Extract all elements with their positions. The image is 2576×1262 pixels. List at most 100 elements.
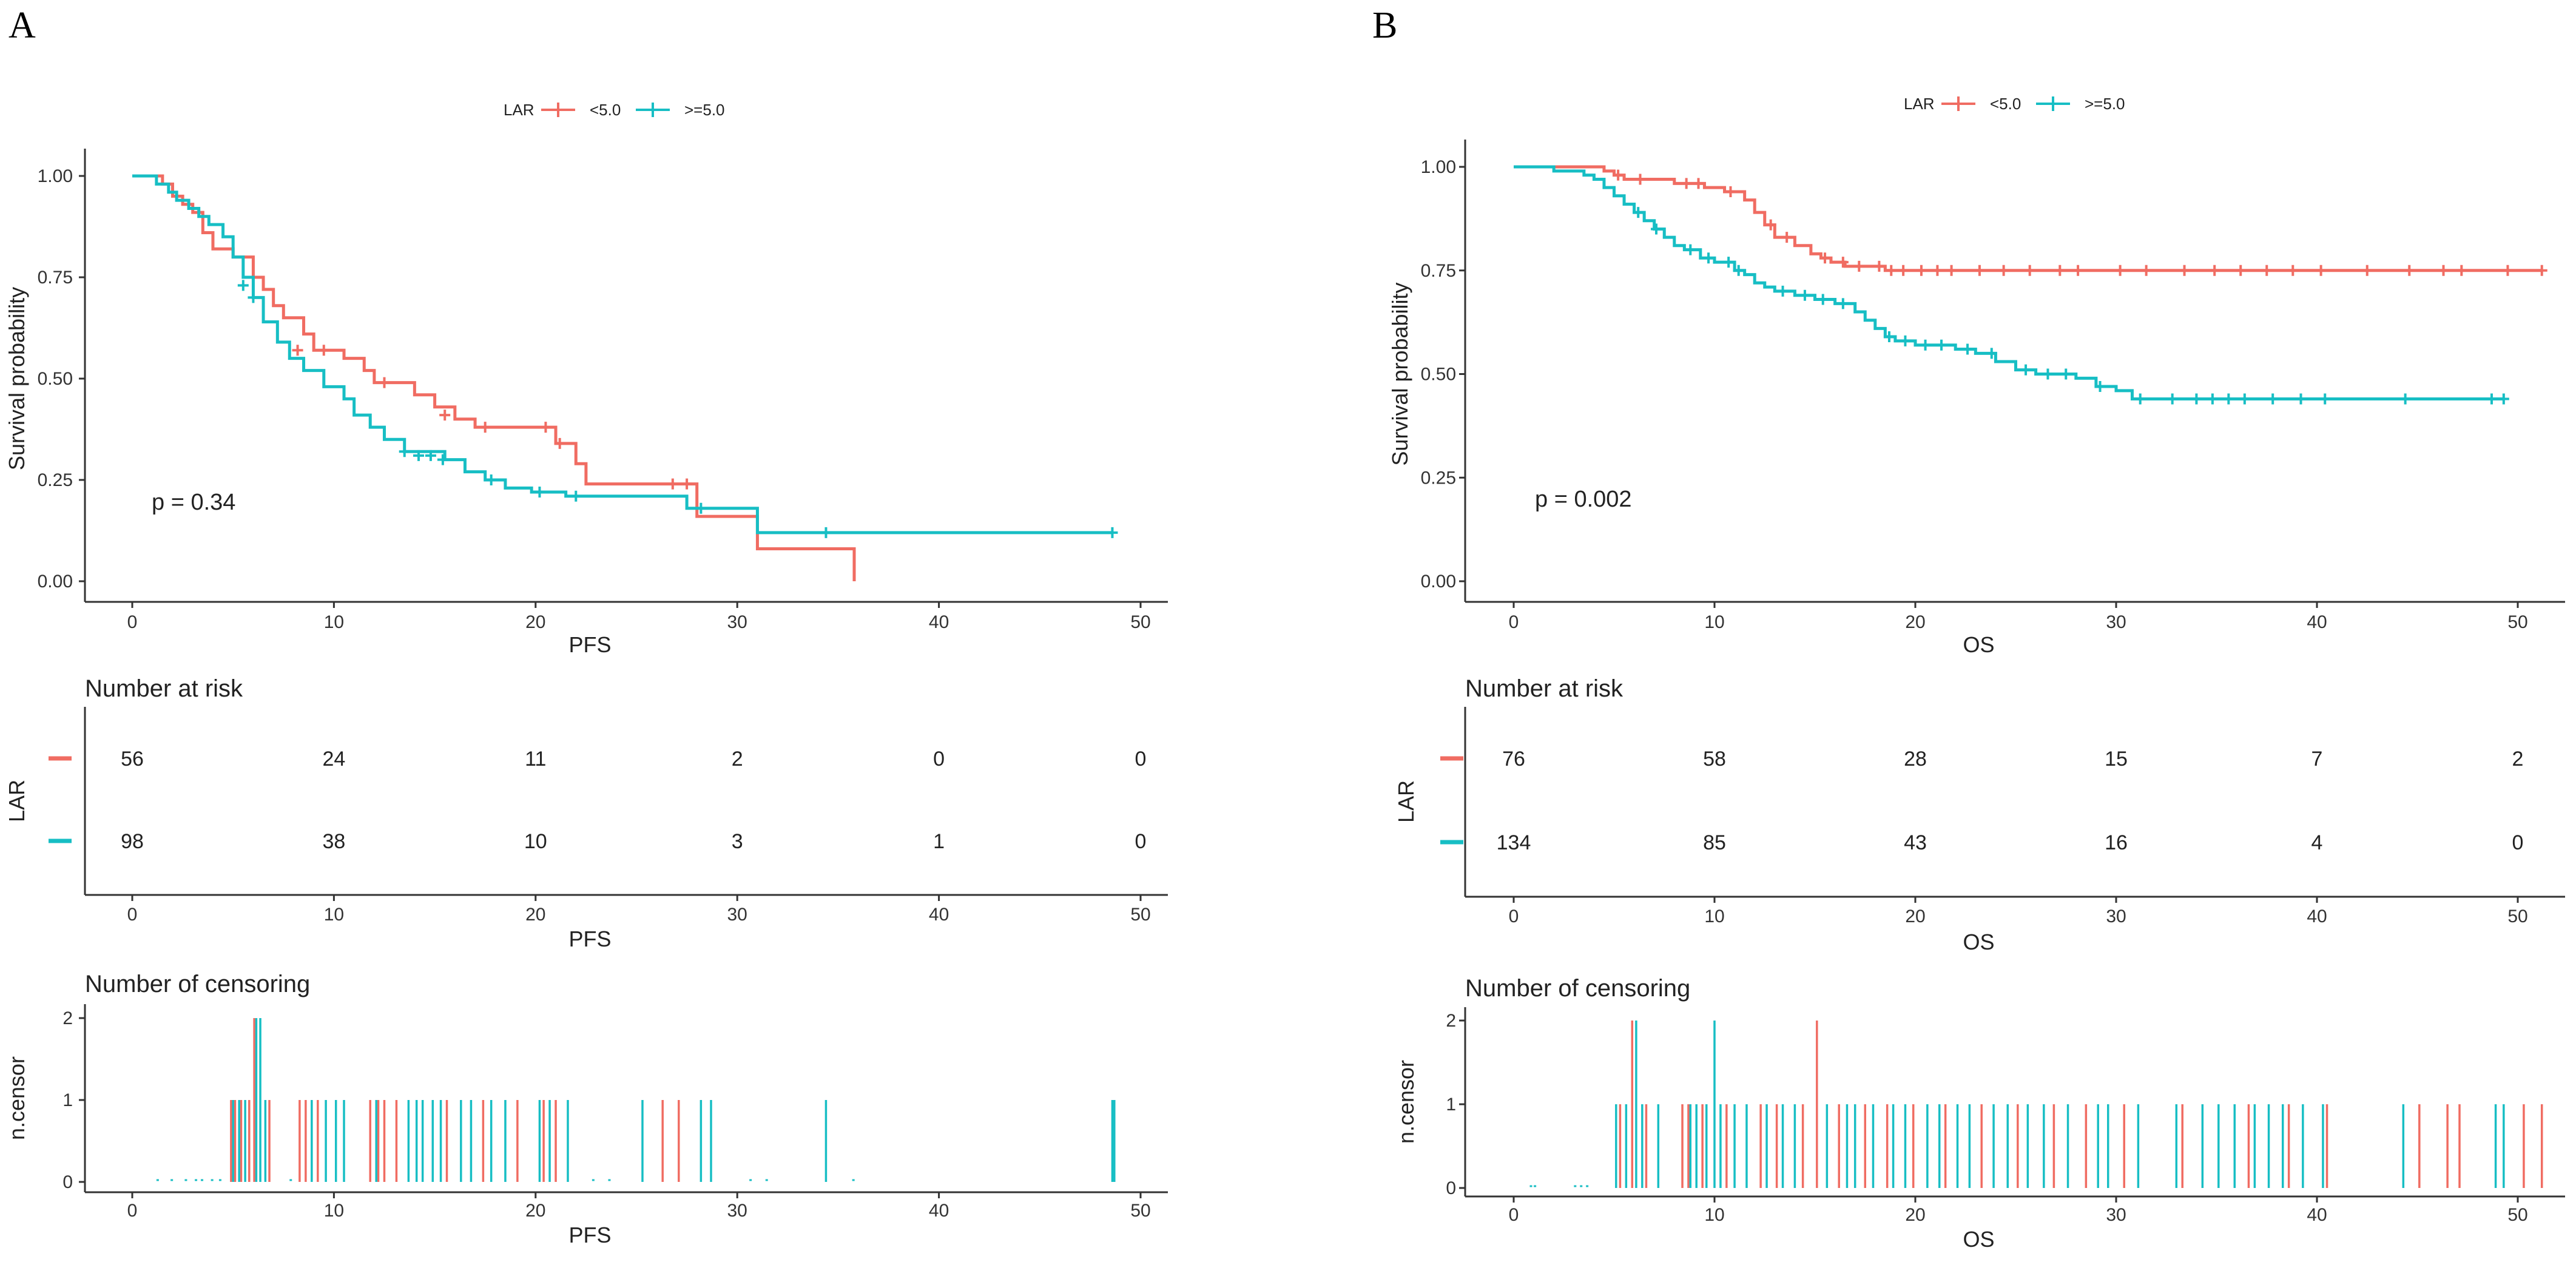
censoring-x-tick-label: 20: [525, 1201, 545, 1221]
legend-label-1: >=5.0: [2085, 95, 2125, 113]
y-tick-label: 0.50: [38, 369, 73, 389]
risk-x-axis-title: OS: [1963, 930, 1994, 954]
censor-mark: [540, 422, 551, 433]
censoring-x-tick-label: 30: [2106, 1205, 2126, 1225]
censor-mark: [2024, 265, 2035, 276]
censoring-y-tick-label: 0: [1446, 1178, 1456, 1198]
censor-mark: [1886, 265, 1897, 276]
risk-count: 0: [933, 747, 945, 771]
risk-x-tick-label: 20: [1905, 906, 1925, 926]
censoring-x-tick-label: 0: [1509, 1205, 1519, 1225]
risk-count: 58: [1703, 747, 1726, 771]
censoring-y-axis-title: n.censor: [4, 1056, 29, 1140]
risk-count: 2: [2512, 747, 2524, 771]
censor-mark: [2399, 393, 2411, 405]
risk-count: 24: [322, 747, 345, 771]
y-axis-title: Survival probability: [4, 287, 29, 470]
survival-curve-low: [132, 174, 856, 581]
panel-letter: A: [8, 5, 36, 46]
censor-mark: [1765, 219, 1776, 231]
censor-mark: [2209, 265, 2220, 276]
risk-count: 0: [1135, 747, 1147, 771]
censoring-x-tick-label: 50: [2507, 1205, 2527, 1225]
censor-mark: [2239, 393, 2250, 405]
y-tick-label: 1.00: [38, 166, 73, 186]
censor-mark: [554, 437, 565, 449]
censor-mark: [2191, 393, 2202, 405]
risk-count: 98: [121, 830, 144, 853]
censor-mark: [2295, 393, 2307, 405]
risk-count: 85: [1703, 831, 1726, 854]
censor-mark: [248, 292, 259, 303]
x-tick-label: 50: [1130, 612, 1150, 632]
censor-mark: [318, 345, 329, 356]
x-tick-label: 50: [2507, 612, 2527, 632]
risk-x-tick-label: 40: [929, 905, 949, 925]
censoring-y-axis-title: n.censor: [1394, 1060, 1418, 1144]
censor-mark: [1819, 252, 1831, 264]
censor-mark: [2361, 265, 2373, 276]
p-value: p = 0.002: [1535, 487, 1632, 512]
risk-count: 16: [2105, 831, 2128, 854]
x-tick-label: 30: [2106, 612, 2126, 632]
censor-mark: [1932, 265, 1943, 276]
censor-mark: [1817, 294, 1829, 305]
x-tick-label: 40: [2307, 612, 2327, 632]
risk-count: 0: [2512, 831, 2524, 854]
risk-x-tick-label: 50: [2507, 906, 2527, 926]
censor-mark: [2054, 265, 2066, 276]
risk-count: 56: [121, 747, 144, 771]
censor-mark: [1799, 289, 1810, 301]
censoring-x-tick-label: 20: [1905, 1205, 1925, 1225]
censor-mark: [1998, 265, 2009, 276]
censor-mark: [379, 377, 390, 388]
censor-mark: [1681, 178, 1692, 189]
censor-mark: [2223, 393, 2234, 405]
censor-mark: [2438, 265, 2449, 276]
legend-title: LAR: [1904, 95, 1935, 113]
survival-plot: 0.00 0.25 0.50 0.75 1.00 0 10 20 30 40 50 OS Surviva…: [1387, 140, 2565, 657]
censor-mark: [1837, 298, 1849, 309]
censoring-y-tick-label: 2: [62, 1008, 73, 1028]
censor-mark: [1634, 174, 1646, 185]
censor-mark: [1685, 244, 1696, 255]
censor-mark: [534, 487, 545, 498]
censor-mark: [2319, 393, 2331, 405]
censor-mark: [1883, 331, 1895, 343]
risk-count: 28: [1904, 747, 1927, 771]
censor-mark: [1962, 343, 1974, 355]
censoring-y-tick-label: 0: [62, 1172, 73, 1192]
panel-letter: B: [1372, 5, 1397, 46]
x-tick-label: 20: [525, 612, 545, 632]
censor-mark: [2315, 265, 2327, 276]
censor-mark: [1986, 348, 1997, 359]
censor-mark: [2267, 393, 2279, 405]
censor-mark: [1633, 207, 1644, 218]
x-axis-title: PFS: [568, 632, 611, 657]
censor-mark: [2287, 265, 2299, 276]
censor-mark: [1873, 260, 1885, 272]
y-axis-title: Survival probability: [1387, 282, 1412, 465]
censor-mark: [2060, 368, 2072, 380]
censor-mark: [681, 478, 693, 490]
censor-mark: [2486, 393, 2497, 405]
censor-mark: [2179, 265, 2190, 276]
censor-mark: [413, 450, 425, 461]
x-tick-label: 10: [324, 612, 344, 632]
censor-mark: [2072, 265, 2084, 276]
risk-count: 76: [1502, 747, 1525, 771]
censor-mark: [820, 527, 832, 538]
censor-mark: [485, 474, 497, 485]
censor-mark: [2261, 265, 2273, 276]
censor-mark: [1733, 265, 1744, 276]
censor-mark: [437, 454, 448, 465]
risk-count: 4: [2311, 831, 2323, 854]
censoring-x-tick-label: 10: [1704, 1205, 1724, 1225]
censor-mark: [1920, 339, 1931, 351]
risk-table-title: Number at risk: [1465, 675, 1623, 702]
